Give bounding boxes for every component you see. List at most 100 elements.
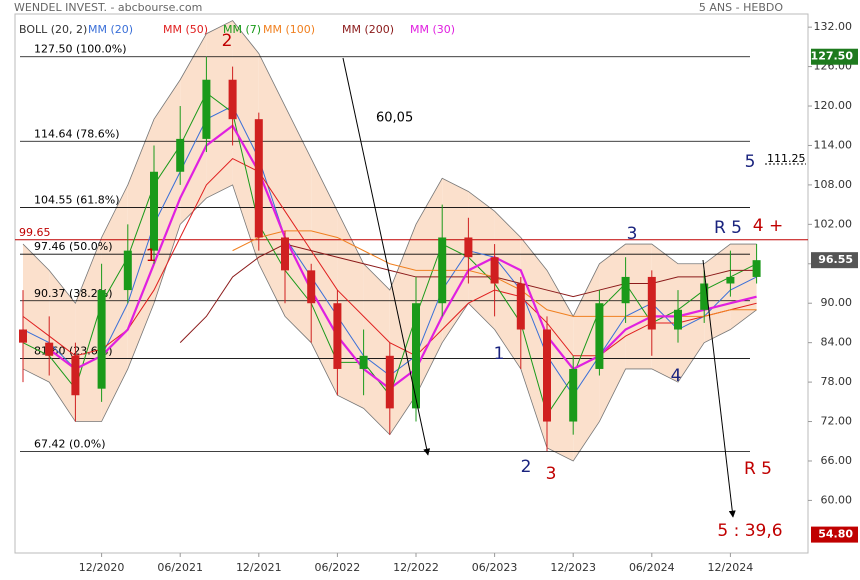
level-label: 114.64 (78.6%) — [34, 127, 120, 140]
candle-body — [726, 276, 735, 284]
bollinger-fill — [232, 20, 259, 264]
annotation: 111.25 — [767, 152, 806, 165]
candle-body — [359, 355, 368, 369]
price-tag-label: 54.80 — [818, 528, 853, 541]
price-tag-label: 127.50 — [811, 50, 854, 63]
annotation: 5 — [745, 152, 756, 172]
candle-body — [438, 237, 447, 304]
annotation: 3 — [627, 224, 638, 244]
candle-body — [752, 260, 761, 277]
candle-body — [19, 329, 27, 343]
legend-entry: BOLL (20, 2) — [19, 23, 87, 36]
bollinger-fill — [101, 184, 128, 422]
candle-body — [150, 171, 158, 251]
price-tag — [811, 526, 858, 543]
candle-body — [464, 237, 473, 258]
candle-body — [569, 368, 578, 422]
candle-body — [412, 303, 420, 409]
bollinger-fill — [520, 237, 547, 448]
candle-body — [202, 79, 211, 139]
level-label: 90.37 (38.2%) — [34, 287, 113, 300]
legend-entry: MM (50) — [163, 23, 208, 36]
bollinger-fill — [363, 263, 390, 435]
x-tick-label: 12/2022 — [393, 561, 439, 574]
bollinger-fill — [180, 33, 207, 225]
chart-subtitle: 5 ANS - HEBDO — [699, 1, 783, 14]
annotation: 2 — [521, 457, 532, 477]
bollinger-fill — [389, 224, 416, 435]
bollinger-fill — [442, 178, 469, 343]
level-label: 104.55 (61.8%) — [34, 194, 120, 207]
candle-body — [516, 283, 525, 330]
legend-entry: MM (7) — [223, 23, 261, 36]
legend-entry: MM (30) — [410, 23, 455, 36]
candle-body — [490, 257, 499, 284]
bollinger-fill — [75, 237, 102, 422]
y-tick-label: 102.00 — [814, 217, 853, 230]
candle-body — [647, 276, 656, 330]
bollinger-fill — [258, 53, 285, 317]
annotation: 4 — [671, 366, 682, 386]
legend-entry: MM (200) — [342, 23, 394, 36]
bollinger-fill — [127, 119, 154, 369]
bollinger-fill — [285, 106, 312, 343]
y-tick-label: 60.00 — [821, 493, 853, 506]
y-tick-label: 72.00 — [821, 415, 853, 428]
x-tick-label: 12/2023 — [550, 561, 596, 574]
x-tick-label: 12/2021 — [236, 561, 282, 574]
candle-body — [621, 276, 630, 304]
y-tick-label: 78.00 — [821, 375, 853, 388]
x-tick-label: 12/2020 — [79, 561, 125, 574]
annotation: 4 + — [753, 216, 783, 236]
y-tick-label: 66.00 — [821, 454, 853, 467]
annotation: 5 : 39,6 — [717, 521, 782, 541]
candle-body — [254, 119, 263, 238]
level-label: 127.50 (100.0%) — [34, 43, 127, 56]
candle-body — [176, 138, 185, 172]
bollinger-fill — [416, 178, 443, 396]
bollinger-line — [22, 184, 757, 462]
annotation: 3 — [546, 464, 557, 484]
candle-body — [71, 355, 80, 396]
candle-body — [45, 342, 54, 356]
bollinger-fill — [23, 244, 50, 383]
candle-body — [595, 303, 604, 369]
bollinger-fill — [547, 270, 574, 461]
annotation: 2 — [222, 31, 233, 51]
y-tick-label: 114.00 — [814, 138, 853, 151]
x-tick-label: 06/2022 — [315, 561, 361, 574]
candle-body — [385, 355, 394, 409]
level-label: 97.46 (50.0%) — [34, 240, 113, 253]
price-tag-label: 96.55 — [818, 253, 853, 266]
candle-body — [307, 270, 316, 304]
y-tick-label: 132.00 — [814, 20, 853, 33]
annotation: 1 — [146, 246, 157, 266]
price-tag — [811, 252, 858, 269]
x-tick-label: 06/2024 — [629, 561, 675, 574]
candle-body — [281, 237, 289, 271]
chart-title: WENDEL INVEST. - abcbourse.com — [14, 1, 202, 14]
x-tick-label: 12/2024 — [708, 561, 754, 574]
y-tick-label: 84.00 — [821, 336, 853, 349]
candle-body — [228, 79, 237, 120]
annotation: 1 — [494, 344, 505, 364]
candle-body — [123, 250, 132, 291]
annotation: 60,05 — [376, 111, 413, 126]
projection-arrow — [342, 57, 431, 456]
bollinger-fill — [704, 244, 731, 343]
price-tag — [811, 48, 858, 65]
bollinger-fill — [625, 244, 652, 369]
candle-body — [674, 309, 682, 330]
bollinger-fill — [494, 211, 521, 369]
annotation: R 5 — [714, 218, 742, 238]
y-tick-label: 120.00 — [814, 99, 853, 112]
candle-body — [97, 290, 106, 389]
resistance-label: 99.65 — [19, 226, 51, 239]
x-tick-label: 06/2021 — [157, 561, 203, 574]
candle-body — [543, 329, 551, 422]
annotation: R 5 — [744, 459, 772, 479]
level-label: 67.42 (0.0%) — [34, 438, 106, 451]
legend-entry: MM (20) — [88, 23, 133, 36]
bollinger-fill — [206, 20, 233, 199]
